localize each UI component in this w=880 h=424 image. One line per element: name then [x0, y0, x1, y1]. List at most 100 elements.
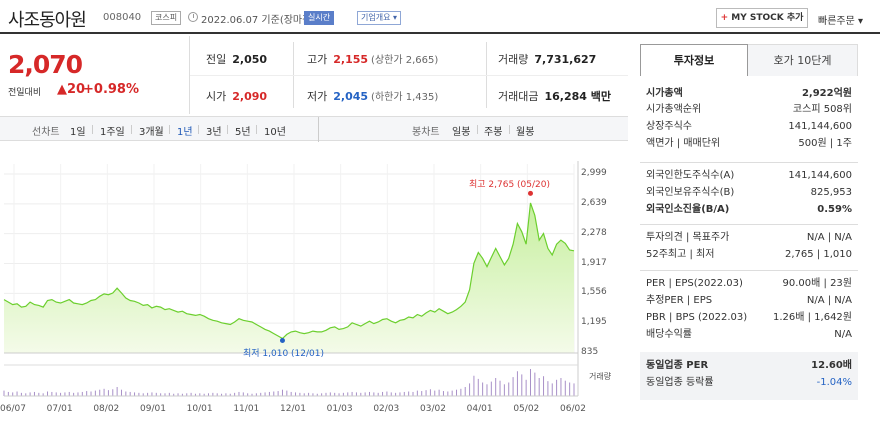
volume-bar: [538, 378, 540, 396]
period-3m[interactable]: 3개월: [139, 127, 164, 138]
high-marker: [527, 190, 533, 196]
info-row-foreign-holdings: 외국인보유주식수(B) 825,953: [646, 187, 852, 198]
volume-bar: [147, 392, 149, 396]
stock-header: 사조동아원 008040 코스피 2022.06.07 기준(장마감) 실시간 …: [0, 0, 880, 34]
tab-order-book[interactable]: 호가 10단계: [748, 44, 858, 76]
volume-bar: [47, 391, 49, 396]
volume-bar: [451, 390, 453, 396]
volume-bar: [512, 377, 514, 396]
info-row-52week: 52주최고 | 최저 2,765 | 1,010: [646, 249, 852, 260]
volume-bar: [347, 392, 349, 396]
info-row-dividend: 배당수익률 N/A: [646, 329, 852, 340]
volume-bar: [112, 389, 114, 396]
volume-bar: [364, 392, 366, 396]
volume-bar: [177, 393, 179, 396]
tab-investment-info[interactable]: 투자정보: [640, 44, 748, 76]
volume-bar: [351, 391, 353, 396]
x-tick-label: 04/01: [466, 404, 493, 414]
period-1y[interactable]: 1년: [177, 127, 193, 138]
add-my-stock-label: MY STOCK 추가: [731, 13, 804, 23]
candle-daily[interactable]: 일봉: [452, 127, 471, 138]
volume-bar: [399, 392, 401, 396]
volume-bar: [86, 391, 88, 396]
candle-chart-label: 봉차트: [412, 127, 440, 138]
volume-bar: [499, 380, 501, 396]
volume-bar: [495, 378, 497, 396]
prev-close-stat: 전일 2,050: [206, 53, 268, 66]
volume-bar: [355, 392, 357, 396]
stats-row-divider: [190, 75, 628, 76]
volume-bar: [190, 392, 192, 396]
info-row-par-value: 액면가 | 매매단위 500원 | 1주: [646, 138, 852, 149]
volume-axis-label: 거래량: [589, 372, 612, 381]
volume-bar: [260, 392, 262, 396]
volume-bar: [155, 392, 157, 396]
volume-bar: [386, 391, 388, 396]
company-overview-button[interactable]: 기업개요 ▾: [357, 11, 401, 25]
low-marker: [279, 338, 285, 344]
info-row-est-per: 추정PER | EPS N/A | N/A: [646, 295, 852, 306]
y-tick-label: 2,999: [581, 168, 607, 178]
price-chart[interactable]: 최고 2,765 (05/20) 최저 1,010 (12/01) 거래량 2,…: [0, 141, 632, 424]
volume-bar: [12, 392, 14, 396]
volume-bar: [508, 382, 510, 396]
volume-bar: [125, 391, 127, 396]
volume-bar: [247, 393, 249, 396]
volume-bar: [286, 390, 288, 396]
volume-bar: [68, 391, 70, 396]
volume-bar: [329, 392, 331, 396]
volume-bar: [208, 393, 210, 396]
candle-monthly[interactable]: 월봉: [516, 127, 535, 138]
volume-bar: [334, 392, 336, 396]
info-row-pbr-bps: PBR | BPS (2022.03) 1.26배 | 1,642원: [646, 312, 852, 323]
period-5y[interactable]: 5년: [235, 127, 251, 138]
volume-bar: [382, 391, 384, 396]
volume-bar: [434, 390, 436, 396]
volume-bar: [325, 392, 327, 396]
volume-bar: [16, 391, 18, 396]
price-chart-svg: [3, 161, 579, 397]
volume-bar: [560, 378, 562, 396]
volume-bar: [142, 393, 144, 396]
add-my-stock-button[interactable]: + MY STOCK 추가: [716, 8, 808, 28]
y-tick-label: 1,556: [581, 287, 607, 298]
volume-bar: [116, 387, 118, 396]
volume-bar: [368, 391, 370, 396]
period-1d[interactable]: 1일: [70, 127, 86, 138]
volume-bar: [55, 392, 57, 396]
period-10y[interactable]: 10년: [264, 127, 286, 138]
quick-order-button[interactable]: 빠른주문 ▾: [818, 16, 863, 27]
volume-bar: [33, 391, 35, 396]
volume-bar: [20, 392, 22, 396]
volume-bar: [199, 393, 201, 396]
info-row-opinion: 투자의견 | 목표주가 N/A | N/A: [646, 232, 852, 243]
high-stat: 고가 2,155 (상한가 2,665): [307, 53, 439, 66]
x-tick-label: 07/01: [46, 404, 73, 414]
current-price: 2,070: [8, 50, 83, 79]
candle-weekly[interactable]: 주봉: [484, 127, 503, 138]
volume-stat: 거래량 7,731,627: [498, 53, 597, 66]
volume-bar: [60, 392, 62, 396]
volume-bar: [403, 391, 405, 396]
volume-bar: [373, 392, 375, 396]
volume-bar: [573, 383, 575, 396]
info-row-listed-shares: 상장주식수 141,144,600: [646, 121, 852, 132]
volume-bar: [173, 393, 175, 396]
volume-bar: [299, 392, 301, 396]
y-tick-label: 2,278: [581, 227, 607, 238]
volume-bar: [516, 371, 518, 396]
volume-bar: [460, 388, 462, 396]
volume-bar: [186, 393, 188, 396]
volume-bar: [203, 393, 205, 396]
change-label: 전일대비: [8, 88, 42, 98]
realtime-badge[interactable]: 실시간: [304, 11, 335, 25]
volume-bar: [473, 375, 475, 396]
info-row-market-cap: 시가총액 2,922억원: [646, 88, 852, 99]
period-1w[interactable]: 1주일: [100, 127, 125, 138]
investment-info-panel: 투자정보 호가 10단계 시가총액 2,922억원 시가총액순위 코스피 508위 …: [640, 44, 858, 400]
x-tick-label: 08/02: [93, 404, 120, 414]
volume-bar: [216, 393, 218, 396]
volume-bar: [107, 390, 109, 396]
volume-bar: [429, 389, 431, 396]
period-3y[interactable]: 3년: [206, 127, 222, 138]
